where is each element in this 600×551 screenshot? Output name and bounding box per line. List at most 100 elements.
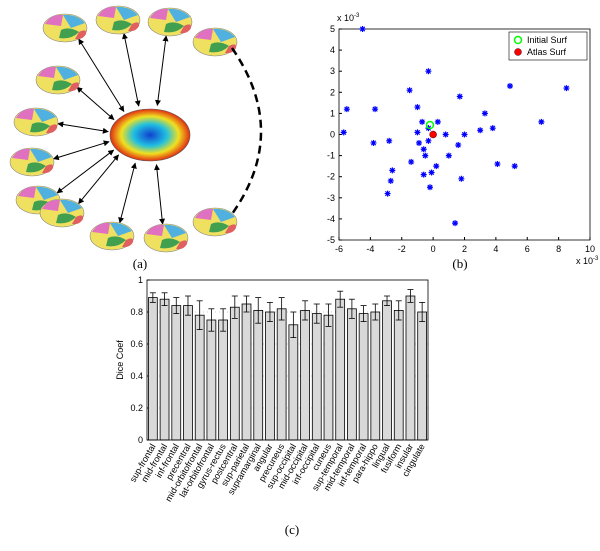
brain-region: [146, 224, 164, 236]
bar: [253, 309, 264, 441]
brain-icon: [35, 65, 81, 95]
point: [414, 104, 421, 111]
brain-region: [30, 122, 50, 133]
brain-icon: [192, 27, 238, 57]
bar: [323, 314, 334, 441]
brain-region: [195, 28, 213, 40]
point: [416, 139, 423, 146]
brain-icon: [143, 223, 189, 253]
bar: [300, 309, 310, 441]
point: [489, 125, 496, 132]
brain-region: [18, 186, 36, 198]
point: [425, 68, 432, 75]
bar: [148, 297, 158, 441]
point: [477, 127, 484, 134]
point: [419, 118, 426, 125]
point: [481, 110, 488, 117]
point: [387, 177, 394, 184]
brain-region: [164, 22, 184, 33]
panel-label: (c): [285, 522, 299, 537]
bar: [276, 308, 287, 441]
point: [406, 87, 413, 94]
bar: [382, 300, 392, 441]
panel-label: (b): [452, 256, 467, 271]
bar: [229, 306, 240, 441]
point: [414, 129, 421, 136]
brain-region: [26, 162, 46, 173]
point: [455, 142, 462, 149]
y-tick-label: -3: [327, 193, 335, 203]
legend-label: Initial Surf: [527, 35, 568, 45]
y-tick-label: 0.6: [130, 339, 143, 349]
x-tick-label: 2: [462, 244, 467, 254]
y-tick-label: 4: [330, 45, 335, 55]
point: [386, 137, 393, 144]
brain-icon: [39, 198, 85, 228]
y-tick-label: 0: [138, 435, 143, 445]
brain-icon: [147, 7, 193, 37]
x-tick-label: 8: [556, 244, 561, 254]
brain-region: [225, 224, 237, 234]
bar: [311, 313, 322, 441]
point: [384, 190, 391, 197]
brain-region: [45, 14, 63, 26]
point: [458, 175, 465, 182]
bar: [370, 311, 381, 441]
point: [420, 171, 427, 178]
brain-region: [209, 42, 229, 53]
point: [340, 129, 347, 136]
y-tick-label: 0.2: [130, 403, 143, 413]
brain-icon: [42, 13, 88, 43]
brain-region: [34, 108, 56, 122]
y-tick-label: 0: [330, 130, 335, 140]
plot-frame: [146, 279, 429, 441]
brain-region: [160, 238, 180, 249]
x-tick-label: 6: [525, 244, 530, 254]
arrow: [155, 35, 169, 107]
point: [425, 137, 432, 144]
brain-region: [168, 8, 190, 22]
brain-region: [213, 208, 235, 222]
point: [389, 167, 396, 174]
bar: [241, 303, 252, 441]
brain-region: [92, 222, 110, 234]
brain-region: [213, 28, 235, 42]
point: [445, 152, 452, 159]
bar: [218, 319, 228, 441]
brain-region: [63, 14, 85, 28]
mean-brain: [109, 108, 191, 162]
brain-icon: [9, 147, 55, 177]
bar: [183, 305, 193, 441]
point: [426, 184, 433, 191]
y-tick-label: -5: [327, 235, 335, 245]
brain-region: [112, 20, 132, 31]
point: [343, 106, 350, 113]
highlight-point: [425, 120, 435, 130]
brain-region: [116, 6, 138, 20]
legend-marker: [513, 35, 523, 45]
point: [359, 26, 366, 32]
brain-region: [52, 80, 72, 91]
bar: [171, 305, 182, 441]
bar: [347, 308, 357, 441]
arrow: [78, 38, 125, 113]
multiplier-base: x 10: [337, 13, 354, 23]
y-tick-label: 0.8: [130, 307, 143, 317]
brain-icon: [89, 221, 135, 251]
brain-region: [122, 238, 134, 248]
axis-multiplier: x 10-3: [576, 256, 599, 266]
brain-region: [110, 222, 132, 236]
brain-region: [180, 24, 192, 34]
arrow: [118, 162, 137, 224]
brain-region: [59, 28, 79, 39]
point: [428, 169, 435, 176]
brain-region: [164, 224, 186, 238]
bar: [358, 313, 369, 441]
x-tick-label: 4: [493, 244, 498, 254]
brain-region: [106, 236, 126, 247]
point: [456, 93, 463, 100]
arrow: [76, 86, 115, 121]
bar: [393, 309, 404, 441]
y-tick-label: 5: [330, 24, 335, 34]
